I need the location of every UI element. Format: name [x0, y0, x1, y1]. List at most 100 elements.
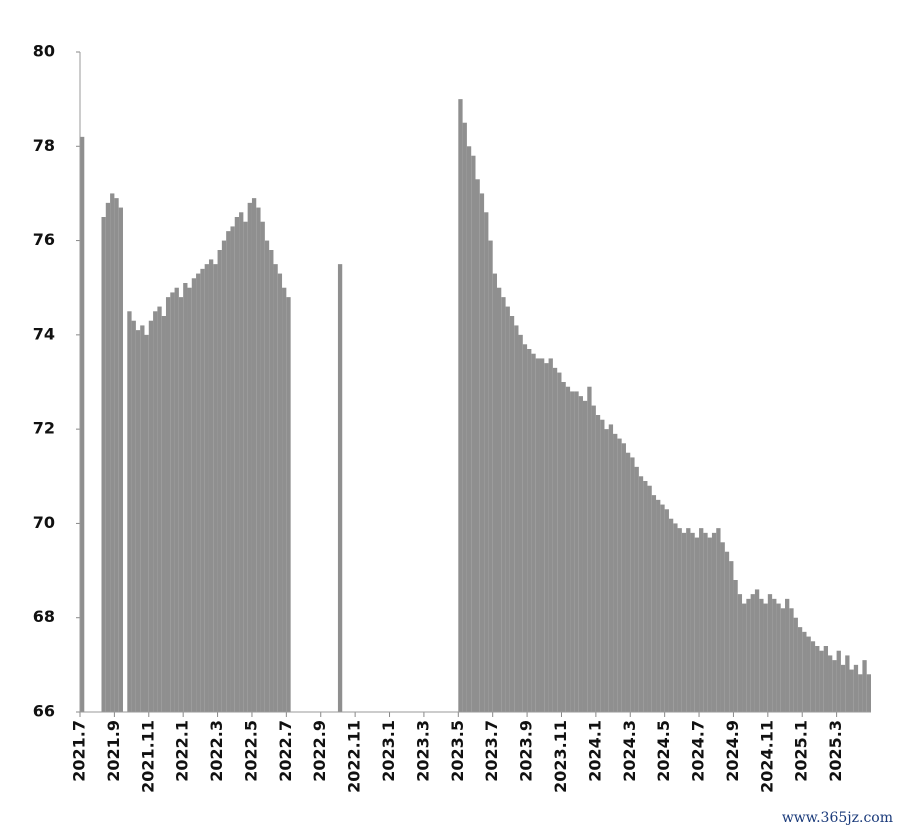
- bar: [681, 532, 687, 712]
- bar: [243, 221, 248, 712]
- x-tick-label: 2023.1: [379, 720, 398, 782]
- bar: [462, 122, 467, 712]
- bar: [789, 608, 794, 712]
- bar: [613, 433, 618, 712]
- bar: [475, 179, 480, 713]
- bar: [724, 551, 730, 712]
- bar: [699, 528, 704, 712]
- bar: [694, 537, 700, 712]
- bar: [264, 240, 270, 713]
- bar: [217, 250, 222, 712]
- bar: [677, 528, 682, 712]
- bar: [539, 358, 545, 712]
- bar: [269, 250, 274, 712]
- bar: [720, 542, 725, 712]
- bar: [570, 391, 575, 712]
- bar: [638, 476, 644, 712]
- bar: [277, 273, 283, 712]
- y-tick-label: 74: [33, 324, 55, 343]
- bar: [187, 287, 192, 712]
- bar: [853, 664, 859, 712]
- bar: [733, 580, 738, 712]
- bar: [466, 146, 472, 713]
- y-tick-label: 80: [33, 42, 55, 61]
- bar: [785, 598, 790, 712]
- bar: [191, 278, 197, 712]
- bar: [815, 646, 820, 712]
- x-tick-label: 2023.3: [413, 720, 432, 782]
- bar: [759, 598, 764, 712]
- bar: [170, 292, 175, 712]
- bar: [226, 231, 231, 712]
- bar: [208, 259, 214, 712]
- bar: [668, 518, 674, 712]
- bar: [496, 287, 502, 712]
- bar: [656, 499, 661, 712]
- bar: [797, 627, 803, 712]
- y-tick-label: 68: [33, 607, 55, 626]
- bar: [522, 344, 528, 712]
- bar: [144, 334, 149, 712]
- x-tick-label: 2022.11: [345, 720, 364, 793]
- bar: [729, 561, 734, 712]
- bar: [531, 353, 536, 712]
- bar: [110, 193, 115, 712]
- bar: [260, 221, 265, 712]
- x-tick-label: 2025.3: [826, 720, 845, 782]
- bar: [802, 631, 807, 712]
- x-tick-label: 2023.11: [551, 720, 570, 793]
- bar: [737, 594, 743, 712]
- bar: [153, 311, 158, 712]
- x-tick-label: 2024.5: [654, 720, 673, 782]
- bar: [131, 320, 136, 712]
- x-tick-label: 2022.9: [310, 720, 329, 782]
- bar: [836, 650, 841, 712]
- bar: [767, 594, 773, 712]
- y-tick-label: 78: [33, 136, 55, 155]
- y-tick-label: 70: [33, 513, 55, 532]
- bar: [114, 198, 119, 713]
- bar: [518, 334, 523, 712]
- bar: [686, 528, 691, 712]
- bar: [471, 155, 476, 712]
- x-tick-label: 2023.9: [517, 720, 536, 782]
- x-tick-label: 2024.11: [757, 720, 776, 793]
- bar: [552, 367, 558, 712]
- bar: [711, 532, 717, 712]
- bar: [806, 636, 811, 712]
- bar: [578, 396, 583, 712]
- bar: [230, 226, 235, 712]
- bar: [157, 306, 162, 712]
- bar: [286, 297, 291, 712]
- bar: [196, 273, 201, 712]
- bar: [165, 297, 171, 712]
- x-tick-label: 2021.7: [70, 720, 89, 782]
- bar: [660, 504, 665, 712]
- bar: [488, 240, 493, 713]
- bar: [273, 264, 278, 712]
- bar: [251, 198, 257, 713]
- bar: [828, 655, 833, 712]
- bar: [582, 400, 588, 712]
- bar: [140, 325, 145, 712]
- bar: [587, 386, 592, 712]
- x-tick-label: 2022.3: [207, 720, 226, 782]
- bar: [763, 603, 768, 712]
- y-tick-label: 72: [33, 419, 55, 438]
- bar: [643, 481, 648, 712]
- bar: [780, 608, 786, 712]
- bar: [604, 429, 609, 712]
- bar: [458, 99, 463, 712]
- bar: [608, 424, 614, 712]
- bar: [858, 674, 863, 712]
- bar: [135, 330, 141, 712]
- bar: [479, 193, 485, 712]
- bar: [234, 217, 240, 712]
- y-tick-label: 66: [33, 702, 55, 721]
- y-tick-label: 76: [33, 230, 55, 249]
- bar: [845, 655, 850, 712]
- bar: [509, 316, 515, 712]
- bar: [621, 443, 626, 712]
- bar: [630, 457, 635, 712]
